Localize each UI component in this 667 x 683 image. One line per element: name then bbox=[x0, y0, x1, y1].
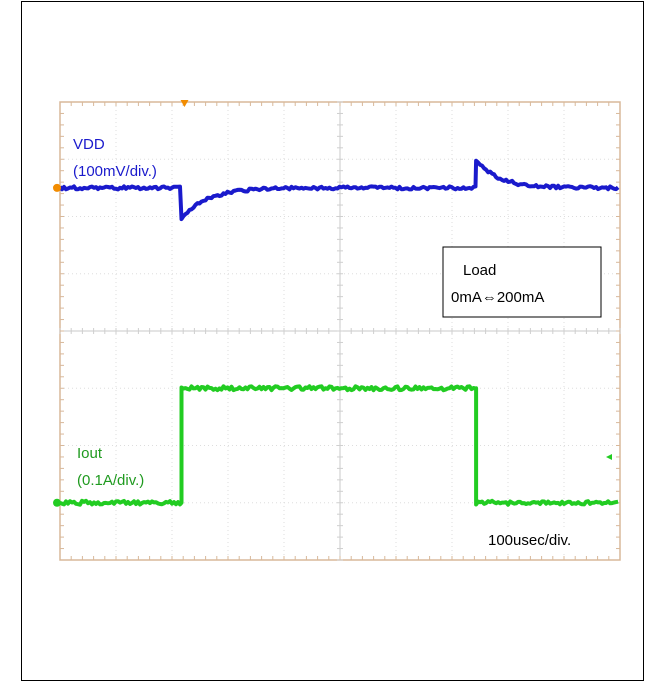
load-annotation-line-1: Load bbox=[463, 262, 496, 279]
iout-channel-name: Iout bbox=[77, 445, 103, 462]
vdd-channel-name: VDD bbox=[73, 136, 105, 153]
vdd-channel-scale: (100mV/div.) bbox=[73, 163, 157, 180]
load-annotation-line-2: 0mA⇔200mA bbox=[451, 289, 544, 306]
trigger-marker-icon bbox=[181, 100, 189, 107]
traces bbox=[53, 161, 618, 507]
iout-offscreen-marker-icon bbox=[606, 454, 612, 460]
iout-ground-marker-icon bbox=[53, 499, 61, 507]
vdd-ground-marker-icon bbox=[53, 184, 61, 192]
iout-channel-scale: (0.1A/div.) bbox=[77, 472, 144, 489]
load-annotation-box bbox=[443, 247, 601, 317]
timebase-label: 100usec/div. bbox=[488, 532, 571, 549]
